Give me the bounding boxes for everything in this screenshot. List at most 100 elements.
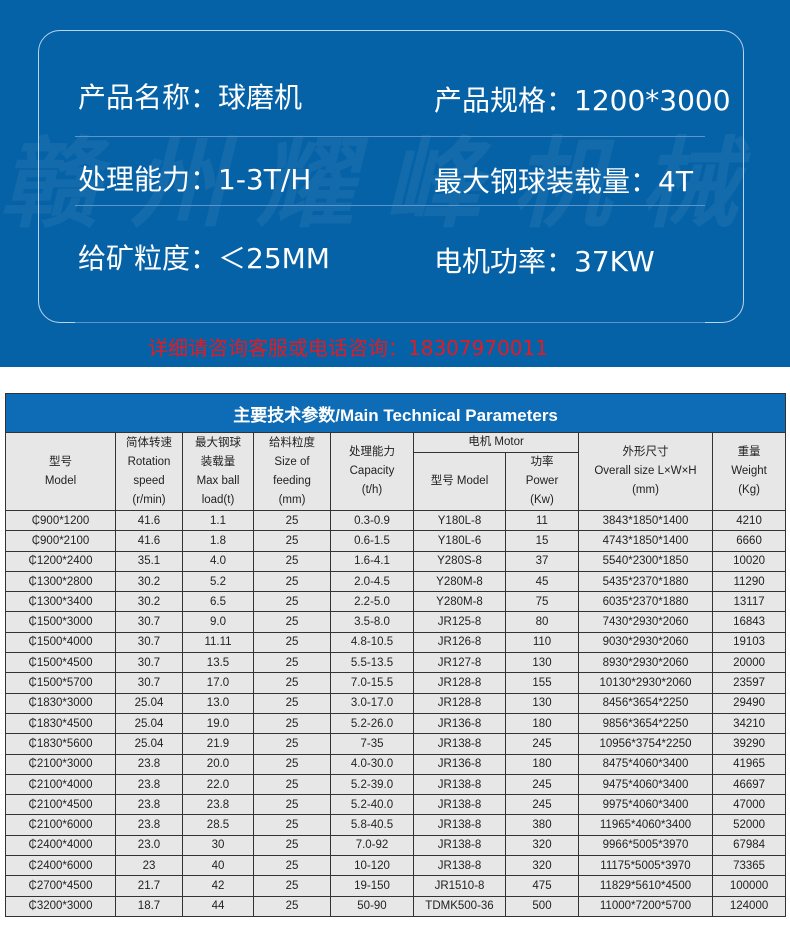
table-cell: 25 [253, 875, 331, 897]
table-cell: ₵2400*4000 [5, 834, 116, 857]
table-cell: ₵1200*2400 [5, 550, 116, 572]
table-cell: 41.6 [115, 509, 183, 532]
table-title: 主要技术参数/Main Technical Parameters [4, 393, 787, 433]
header-overall-size: 外形尺寸 Overall size L×W×H (mm) [578, 432, 713, 511]
table-cell: 28.5 [182, 814, 254, 836]
spec-product-name: 产品名称：球磨机 [78, 81, 303, 114]
table-cell: JR136-8 [413, 753, 506, 775]
table-cell: 5540*2300*1850 [578, 550, 713, 572]
table-row: ₵2100*6000 23.8 28.5 25 5.8-40.5 JR138-8 380 11… [5, 814, 787, 836]
table-cell: 8475*4060*3400 [578, 753, 713, 775]
table-cell: 4.8-10.5 [330, 631, 414, 654]
table-cell: 23597 [711, 672, 787, 694]
table-cell: 8456*3654*2250 [578, 692, 713, 714]
table-row: ₵1300*2800 30.2 5.2 25 2.0-4.5 Y280M-8 45 5435*… [5, 570, 787, 593]
contact-text: 详细请咨询客服或电话咨询：18307970011 [148, 336, 548, 360]
table-cell: 25 [253, 530, 331, 552]
table-cell: 44 [182, 895, 254, 917]
table-cell: 155 [505, 672, 579, 694]
table-row: ₵2100*4500 23.8 23.8 25 5.2-40.0 JR138-8 245 99… [5, 794, 787, 816]
table-cell: 130 [505, 692, 579, 714]
table-cell: 20000 [711, 652, 787, 674]
table-cell: ₵3200*3000 [5, 895, 116, 917]
table-cell: 25 [253, 834, 331, 857]
table-cell: 45 [505, 570, 579, 593]
table-cell: Y280M-8 [413, 570, 506, 593]
table-cell: 11.11 [182, 631, 254, 654]
table-cell: 25 [253, 550, 331, 572]
table-cell: 130 [505, 652, 579, 674]
table-cell: 16843 [711, 611, 787, 633]
table-cell: 4.0 [182, 550, 254, 572]
table-cell: 25.04 [115, 733, 183, 755]
table-cell: ₵1830*4500 [5, 712, 116, 735]
table-cell: 11175*5005*3970 [578, 855, 713, 877]
table-cell: ₵2100*3000 [5, 753, 116, 775]
table-cell: 22.0 [182, 773, 254, 796]
table-cell: JR1510-8 [413, 875, 506, 897]
table-cell: ₵1830*5600 [5, 733, 116, 755]
parameters-table: 主要技术参数/Main Technical Parameters 型号 Model… [4, 393, 787, 917]
table-cell: 0.3-0.9 [330, 509, 414, 532]
table-cell: 25.04 [115, 712, 183, 735]
table-cell: Y280M-8 [413, 591, 506, 613]
divider [75, 136, 705, 137]
table-row: ₵2100*4000 23.8 22.0 25 5.2-39.0 JR138-8 245 94… [5, 773, 787, 796]
table-cell: 7430*2930*2060 [578, 611, 713, 633]
header-speed: 简体转速 Rotation speed (r/min) [115, 432, 183, 511]
table-cell: 9966*5005*3970 [578, 834, 713, 857]
table-row: ₵1830*3000 25.04 13.0 25 3.0-17.0 JR128-8 130 8… [5, 692, 787, 714]
table-cell: 30.7 [115, 672, 183, 694]
table-cell: 23.8 [115, 814, 183, 836]
table-row: ₵900*2100 41.6 1.8 25 0.6-1.5 Y180L-6 15 4743*1… [5, 530, 787, 552]
table-cell: 25 [253, 692, 331, 714]
table-row: ₵1300*3400 30.2 6.5 25 2.2-5.0 Y280M-8 75 6035*… [5, 591, 787, 613]
table-cell: 5.5-13.5 [330, 652, 414, 674]
table-cell: 380 [505, 814, 579, 836]
table-cell: 19.0 [182, 712, 254, 735]
table-cell: 23.8 [115, 794, 183, 816]
table-cell: 7.0-92 [330, 834, 414, 857]
table-row: ₵1200*2400 35.1 4.0 25 1.6-4.1 Y280S-8 37 5540*… [5, 550, 787, 572]
header-model: 型号 Model [5, 432, 116, 511]
table-cell: 25 [253, 855, 331, 877]
table-row: ₵2700*4500 21.7 42 25 19-150 JR1510-8 475 11829… [5, 875, 787, 897]
header-ball-load: 最大钢球 装载量 Max ball load(t) [182, 432, 254, 511]
table-row: ₵1500*4000 30.7 11.11 25 4.8-10.5 JR126-8 110 9… [5, 631, 787, 654]
table-cell: 46697 [711, 773, 787, 796]
table-cell: 9.0 [182, 611, 254, 633]
table-cell: 25 [253, 753, 331, 775]
table-cell: ₵1500*4500 [5, 652, 116, 674]
table-cell: 47000 [711, 794, 787, 816]
table-cell: 8930*2930*2060 [578, 652, 713, 674]
table-cell: JR138-8 [413, 855, 506, 877]
table-cell: ₵1830*3000 [5, 692, 116, 714]
table-cell: 5.2-39.0 [330, 773, 414, 796]
table-cell: 110 [505, 631, 579, 654]
table-cell: 25 [253, 672, 331, 694]
table-cell: 100000 [711, 875, 787, 897]
table-cell: ₵1300*3400 [5, 591, 116, 613]
table-cell: 3843*1850*1400 [578, 509, 713, 532]
table-cell: ₵900*2100 [5, 530, 116, 552]
table-row: ₵900*1200 41.6 1.1 25 0.3-0.9 Y180L-8 11 3843*1… [5, 509, 787, 532]
table-cell: 5435*2370*1880 [578, 570, 713, 593]
table-cell: 20.0 [182, 753, 254, 775]
table-cell: 18.7 [115, 895, 183, 917]
table-cell: 11829*5610*4500 [578, 875, 713, 897]
table-cell: 25 [253, 570, 331, 593]
table-cell: TDMK500-36 [413, 895, 506, 917]
table-cell: 23 [115, 855, 183, 877]
table-cell: 9856*3654*2250 [578, 712, 713, 735]
table-cell: 41.6 [115, 530, 183, 552]
table-cell: 7.0-15.5 [330, 672, 414, 694]
table-cell: 25 [253, 773, 331, 796]
table-cell: 40 [182, 855, 254, 877]
table-cell: 4743*1850*1400 [578, 530, 713, 552]
table-row: ₵1830*4500 25.04 19.0 25 5.2-26.0 JR136-8 180 9… [5, 712, 787, 735]
table-cell: 3.5-8.0 [330, 611, 414, 633]
spec-capacity: 处理能力：1-3T/H [78, 163, 312, 196]
table-cell: 23.8 [182, 794, 254, 816]
table-cell: 11290 [711, 570, 787, 593]
table-cell: JR138-8 [413, 814, 506, 836]
